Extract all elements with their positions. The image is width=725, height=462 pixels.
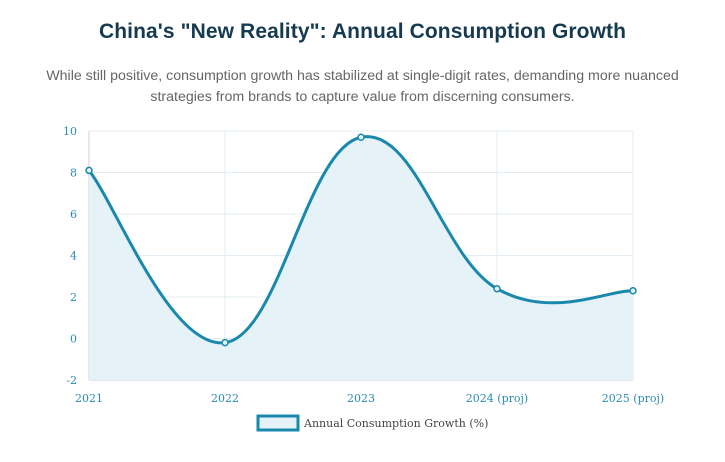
legend-label[interactable]: Annual Consumption Growth (%)	[303, 417, 488, 430]
x-tick-label: 2025 (proj)	[602, 392, 664, 405]
legend-swatch[interactable]	[256, 414, 300, 432]
x-axis-ticks: 2021 2022 2023 2024 (proj) 2025 (proj)	[75, 392, 664, 405]
series-area-fill	[89, 136, 633, 380]
y-tick-label: 2	[70, 291, 77, 304]
x-tick-label: 2023	[347, 392, 375, 405]
chart-subtitle: While still positive, consumption growth…	[46, 68, 679, 105]
x-tick-label: 2022	[211, 392, 239, 405]
data-point[interactable]	[221, 338, 229, 347]
y-tick-label: 8	[70, 167, 77, 180]
x-tick-label: 2024 (proj)	[466, 392, 528, 405]
y-axis-ticks: -2 0 2 4 6 8 10	[63, 125, 77, 387]
chart-title: China's "New Reality": Annual Consumptio…	[98, 20, 627, 43]
x-tick-label: 2021	[75, 392, 103, 405]
data-point[interactable]	[357, 133, 365, 141]
y-tick-label: 6	[70, 208, 77, 221]
y-tick-label: 0	[70, 333, 77, 346]
data-point[interactable]	[493, 284, 501, 293]
y-tick-label: -2	[66, 374, 77, 387]
series-line	[87, 135, 634, 345]
data-point[interactable]	[85, 166, 93, 175]
legend[interactable]: Annual Consumption Growth (%)	[256, 414, 488, 432]
y-tick-label: 4	[70, 250, 77, 263]
data-point[interactable]	[629, 287, 637, 295]
data-points	[85, 133, 637, 347]
y-tick-label: 10	[63, 125, 77, 138]
